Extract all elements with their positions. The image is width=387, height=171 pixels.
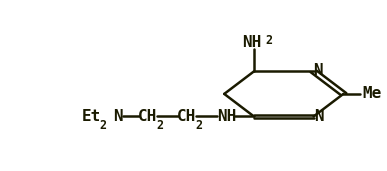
Text: Me: Me [363, 86, 382, 101]
Text: NH: NH [217, 109, 236, 124]
Text: CH: CH [138, 109, 157, 124]
Text: 2: 2 [265, 34, 272, 47]
Text: N: N [313, 63, 323, 78]
Text: CH: CH [177, 109, 196, 124]
Text: N: N [314, 109, 324, 124]
Text: N: N [113, 109, 123, 124]
Text: Et: Et [82, 109, 101, 124]
Text: 2: 2 [99, 119, 106, 132]
Text: 2: 2 [156, 119, 163, 132]
Text: 2: 2 [195, 119, 202, 132]
Text: NH: NH [243, 35, 262, 50]
